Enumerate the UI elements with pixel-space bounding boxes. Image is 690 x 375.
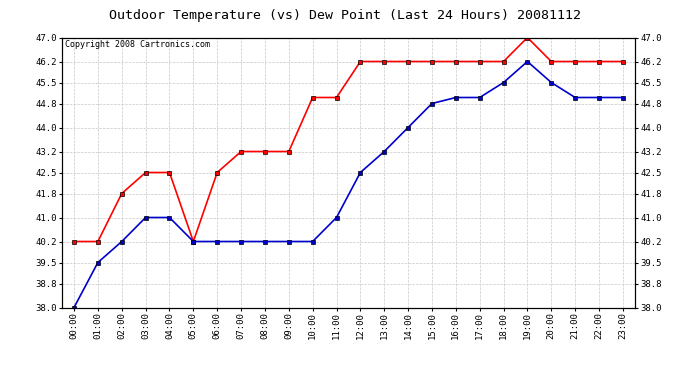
Text: Outdoor Temperature (vs) Dew Point (Last 24 Hours) 20081112: Outdoor Temperature (vs) Dew Point (Last… bbox=[109, 9, 581, 22]
Text: Copyright 2008 Cartronics.com: Copyright 2008 Cartronics.com bbox=[65, 40, 210, 49]
